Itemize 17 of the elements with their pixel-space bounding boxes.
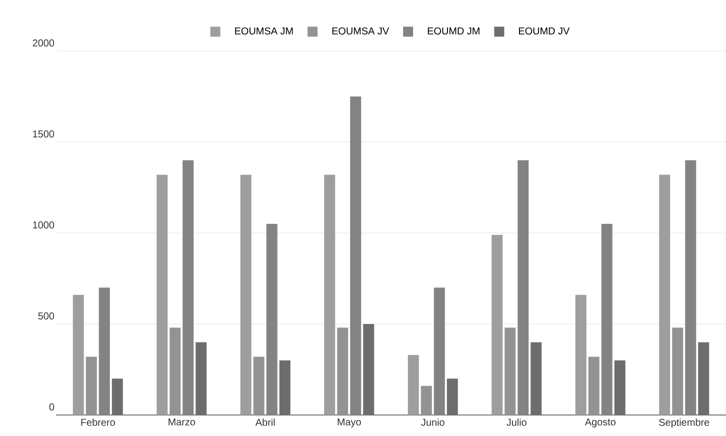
x-tick-label: Mayo [338,418,361,428]
x-tick-label: Marzo [168,418,196,426]
x-tick-label: Abril [255,418,275,426]
x-tick-label: Junio [421,418,444,426]
legend-label: EOUMSA JM [235,27,293,34]
x-tick-label: Febrero [81,418,115,426]
x-tick-label: Agosto [584,418,616,428]
y-tick-label: 1500 [33,130,54,138]
legend-label: EOUMD JV [519,27,570,34]
x-tick-label: Julio [506,418,526,426]
y-tick-label: 500 [38,312,54,320]
y-tick-label: 0 [49,403,54,410]
legend-label: EOUMD JM [428,27,480,34]
x-tick-label: Septiembre [659,418,710,428]
y-tick-label: 2000 [32,39,54,46]
legend-label: EOUMSA JV [332,27,390,34]
y-tick-label: 1000 [33,221,54,228]
